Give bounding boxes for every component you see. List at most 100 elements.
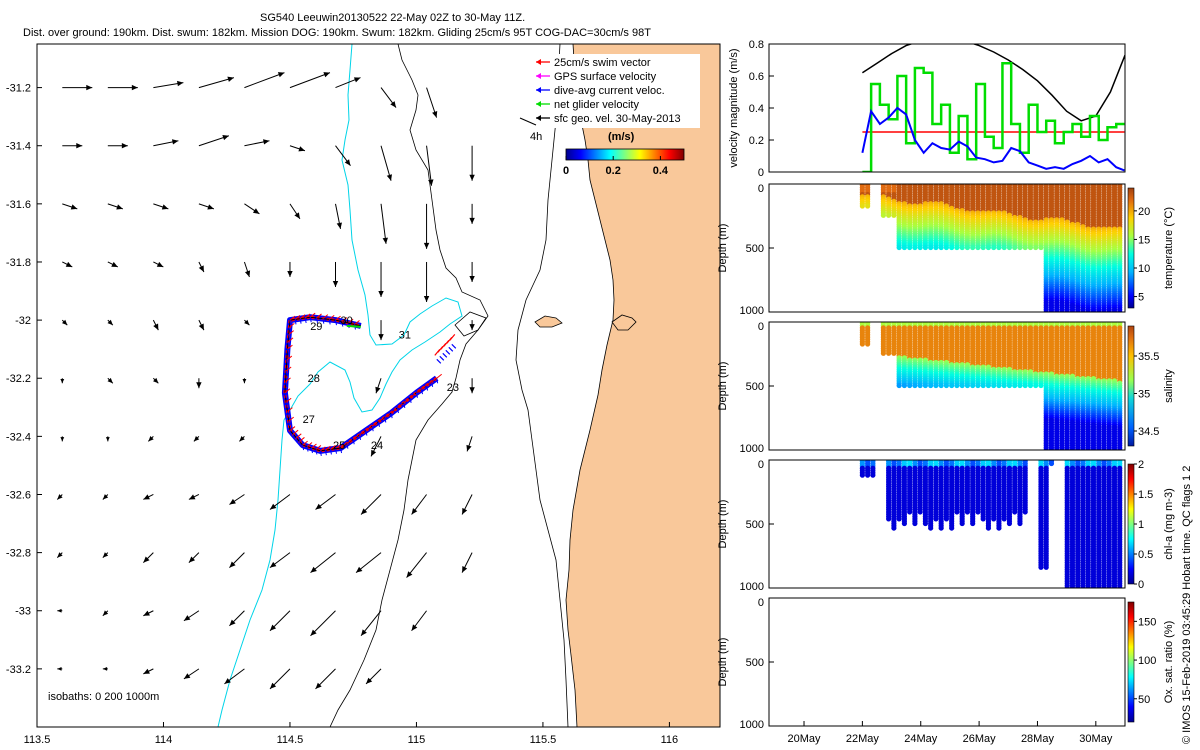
- dive-avg-vector: [445, 349, 451, 355]
- geo-vector-arrow: [287, 261, 293, 277]
- geo-vector-arrow: [469, 145, 475, 181]
- swim-vector: [287, 407, 293, 413]
- velocity-ytick-label: 0.4: [749, 103, 764, 115]
- figure-title: SG540 Leeuwin20130522 22-May 02Z to 30-M…: [260, 12, 525, 24]
- time-tick-label: 24May: [904, 733, 938, 745]
- geo-vector-arrow: [193, 436, 200, 442]
- geo-vector-arrow: [244, 319, 250, 326]
- legend-entry: dive-avg current veloc.: [536, 85, 665, 97]
- geo-vector-arrow: [380, 203, 388, 244]
- geo-vector-arrow: [56, 494, 63, 500]
- velocity-series-dive-avg: [861, 106, 1125, 172]
- svg-text:net glider velocity: net glider velocity: [554, 99, 639, 111]
- track-day-label: 30: [341, 315, 353, 327]
- velocity-panel: 0 0.2 0.4 0.6 0.8 velocity magnitude (m/s): [728, 39, 1126, 179]
- time-tick-label: 30May: [1079, 733, 1113, 745]
- svg-text:GPS surface velocity: GPS surface velocity: [554, 71, 657, 83]
- swim-vector: [287, 337, 294, 343]
- time-axis: 20May 22May 24May 26May 28May 30May: [788, 721, 1113, 745]
- dive-avg-vector: [384, 417, 387, 423]
- track-day-label: 31: [399, 330, 411, 342]
- dive-avg-vector: [431, 381, 434, 387]
- swim-vector: [431, 377, 437, 383]
- geo-vector-arrow: [152, 319, 159, 331]
- track-day-label: 29: [310, 321, 322, 333]
- dive-avg-vector: [442, 352, 448, 358]
- swim-vector: [302, 440, 308, 446]
- geo-vector-arrow: [239, 436, 245, 442]
- geo-vector-arrow: [198, 319, 205, 331]
- swim-vector: [304, 313, 311, 319]
- swim-vector: [289, 315, 296, 321]
- map-y-axis: -31.2 -31.4 -31.6 -31.8 -32 -32.2 -32.4 -32.6 -3…: [6, 83, 42, 676]
- geo-vector-arrow: [332, 261, 339, 287]
- colorbar-tick-label: 100: [1138, 655, 1156, 667]
- dive-avg-vector: [421, 389, 423, 395]
- geo-vector-arrow: [143, 494, 154, 500]
- swim-vector: [371, 421, 378, 427]
- legend-entry: net glider velocity: [536, 99, 639, 111]
- swim-vector: [320, 446, 326, 452]
- dive-avg-vector: [288, 334, 291, 340]
- map-xtick-label: 115: [408, 734, 426, 746]
- map-ytick-label: -31.4: [6, 141, 31, 153]
- geo-vector-arrow: [310, 610, 336, 637]
- island: [611, 314, 637, 331]
- map-xtick-label: 115.5: [530, 734, 557, 746]
- colorbar-tick-label: 0.5: [1138, 549, 1153, 561]
- geo-vector-arrow: [198, 203, 215, 210]
- geo-vector-arrow: [289, 72, 331, 89]
- dive-avg-vector: [365, 430, 368, 436]
- swim-vector: [306, 442, 313, 447]
- geo-vector-arrow: [107, 319, 114, 326]
- depth-tick-label: 1000: [740, 305, 764, 317]
- isobath-coastal: [515, 44, 569, 727]
- map-ytick-label: -31.2: [6, 83, 31, 95]
- colorbar-tick-label: 10: [1138, 263, 1150, 275]
- swim-vector: [285, 366, 292, 372]
- colorbar-label: temperature (°C): [1163, 207, 1175, 289]
- dive-avg-vector: [426, 385, 429, 391]
- swim-vector: [416, 388, 422, 394]
- swim-vector: [309, 312, 316, 318]
- colorbar-unit: (m/s): [608, 131, 635, 143]
- geo-vector-arrow: [461, 494, 473, 515]
- map-ytick-label: -31.8: [6, 257, 31, 269]
- profile-casts: [859, 184, 1123, 312]
- dive-avg-vector: [289, 320, 292, 326]
- geo-vector-arrow: [380, 145, 392, 181]
- swim-vector: [288, 330, 295, 336]
- dive-avg-vector: [335, 320, 337, 326]
- colorbar-oxygen: [1127, 601, 1135, 723]
- colorbar-tick-label: 20: [1138, 206, 1150, 218]
- profile-casts: [859, 322, 1123, 450]
- geo-vector-arrow: [153, 261, 164, 268]
- depth-axis-label: Depth (m): [717, 224, 729, 273]
- swim-vector: [287, 344, 293, 350]
- track-day-label: 27: [303, 414, 315, 426]
- dive-avg-vector: [329, 449, 332, 455]
- geo-vector-arrow: [224, 668, 245, 685]
- colorbar-tick-label: 5: [1138, 292, 1144, 304]
- velocity-ytick-label: 0.6: [749, 71, 764, 83]
- dive-avg-vector: [415, 392, 418, 398]
- swim-vector: [325, 445, 331, 451]
- isobath-legend: isobaths: 0 200 1000m: [48, 691, 159, 703]
- velocity-ytick-label: 0.2: [749, 135, 764, 147]
- colorbar-tick-label: 0.4: [653, 165, 669, 177]
- geo-vector-arrow: [244, 203, 260, 215]
- geo-vector-arrow: [360, 494, 382, 515]
- swim-vector: [315, 445, 322, 450]
- geo-vector-arrow: [244, 72, 285, 89]
- dive-avg-vector: [286, 359, 289, 366]
- depth-tick-label: 500: [746, 657, 764, 669]
- colorbar-tick-label: 50: [1138, 694, 1150, 706]
- map-ytick-label: -32: [15, 315, 31, 327]
- geo-vector-arrow: [461, 552, 473, 573]
- dive-avg-vector: [285, 381, 288, 387]
- swim-vector: [359, 430, 365, 436]
- dive-avg-vector: [294, 319, 297, 325]
- geo-vector-arrow: [380, 87, 397, 108]
- geo-vector-arrow: [360, 610, 382, 637]
